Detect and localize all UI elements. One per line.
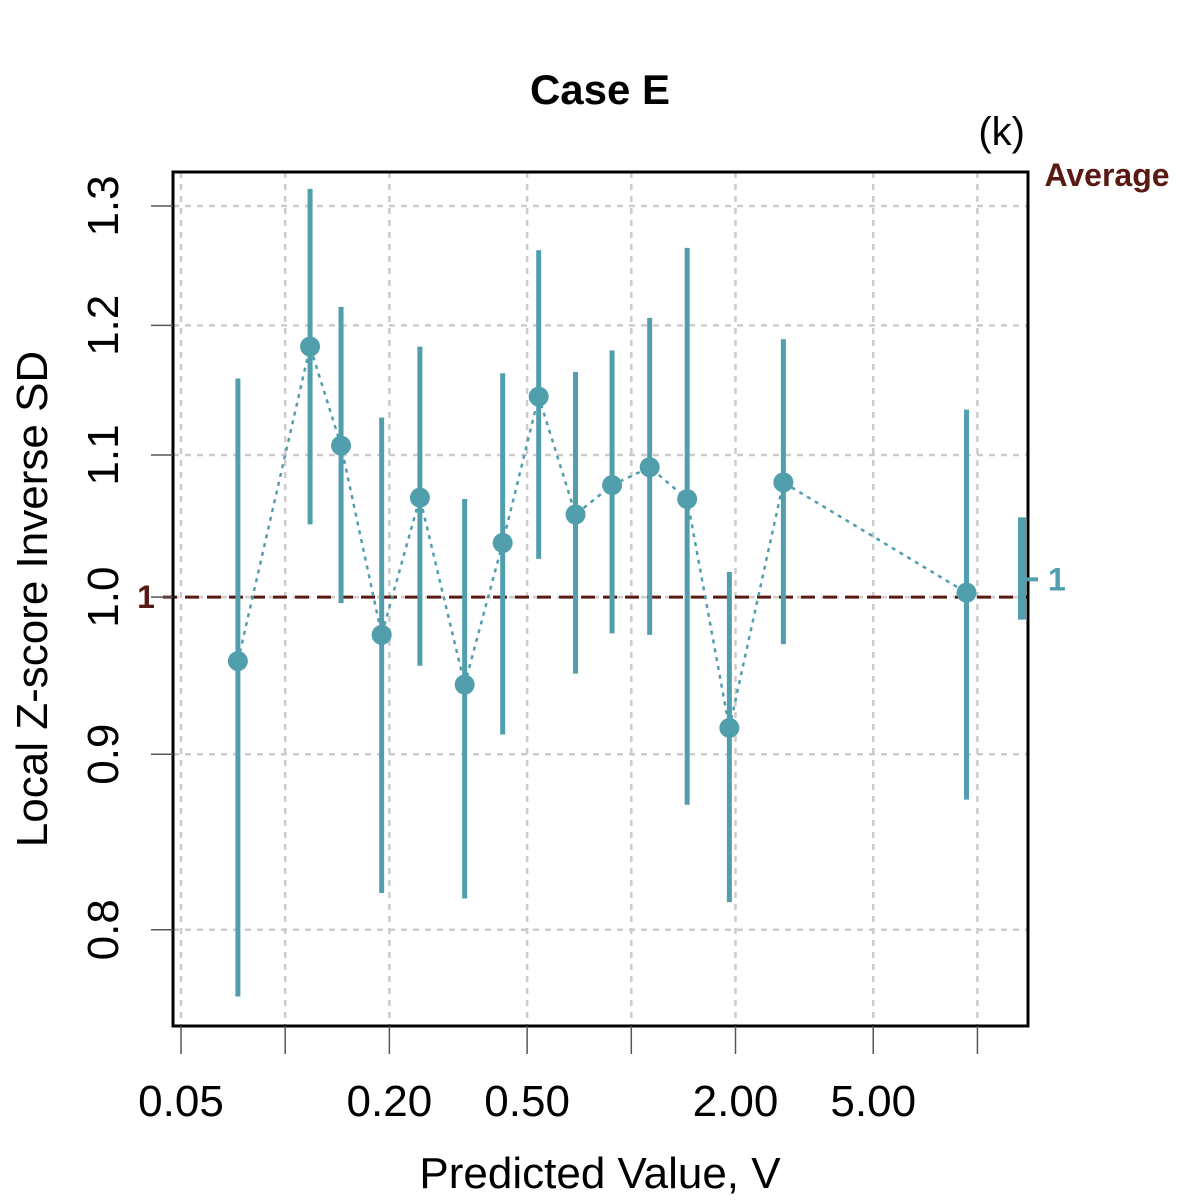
y-tick-label: 0.8 [79, 899, 128, 960]
average-value-label: 1 [1048, 561, 1066, 597]
data-point [492, 532, 513, 553]
grid [173, 172, 1028, 1026]
x-tick-label: 0.20 [347, 1077, 433, 1126]
y-tick-label: 1.3 [79, 175, 128, 236]
series-group [227, 188, 977, 997]
data-point [602, 475, 623, 496]
y-tick-label: 0.9 [79, 724, 128, 785]
x-tick-label: 0.50 [484, 1077, 570, 1126]
y-tick-label: 1.2 [79, 295, 128, 356]
data-point [773, 472, 794, 493]
data-point [565, 504, 586, 525]
plot-frame [171, 170, 1030, 1028]
x-tick-label: 5.00 [830, 1077, 916, 1126]
data-point [956, 582, 977, 603]
panel-label: (k) [978, 110, 1025, 154]
axes: 0.05 0.20 0.50 2.00 5.00 0.8 0.9 1.0 1.1 1.2 1.3 [79, 175, 979, 1126]
y-tick-label: 1.1 [79, 424, 128, 485]
chart-title: Case E [530, 66, 670, 113]
data-point [331, 435, 352, 456]
reference-line-label: 1 [137, 579, 155, 615]
data-point [227, 651, 248, 672]
average-group: 1 [1018, 517, 1066, 620]
y-tick-label: 1.0 [79, 567, 128, 628]
x-axis-label: Predicted Value, V [419, 1149, 781, 1198]
average-label: Average [1044, 157, 1169, 193]
data-point [371, 624, 392, 645]
reference-line-group: 1 [137, 579, 1028, 615]
data-point [639, 457, 660, 478]
data-point [719, 717, 740, 738]
data-point [677, 489, 698, 510]
x-tick-label: 0.05 [138, 1077, 224, 1126]
data-point [454, 674, 475, 695]
y-axis-label: Local Z-score Inverse SD [8, 351, 57, 847]
data-point [300, 336, 321, 357]
data-point [409, 487, 430, 508]
x-tick-label: 2.00 [693, 1077, 779, 1126]
data-point [528, 386, 549, 407]
